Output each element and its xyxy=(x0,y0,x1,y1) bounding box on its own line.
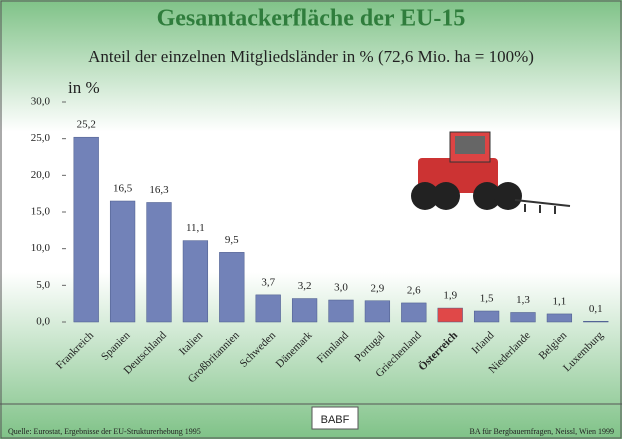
value-label: 16,5 xyxy=(113,183,133,195)
bar xyxy=(329,300,354,322)
value-label: 1,1 xyxy=(553,295,567,307)
bar xyxy=(511,312,536,322)
y-tick-label: 25,0 xyxy=(31,132,51,144)
bar xyxy=(147,202,172,322)
value-label: 3,0 xyxy=(334,282,348,294)
bar xyxy=(110,201,135,322)
y-tick-label: 10,0 xyxy=(31,242,51,254)
bar xyxy=(74,137,99,322)
bar xyxy=(438,308,463,322)
value-label: 2,9 xyxy=(371,282,385,294)
value-label: 16,3 xyxy=(149,184,169,196)
value-label: 9,5 xyxy=(225,234,239,246)
y-tick-label: 5,0 xyxy=(36,279,50,291)
value-label: 11,1 xyxy=(186,222,205,234)
logo: BABF xyxy=(321,414,350,426)
value-label: 3,7 xyxy=(261,276,275,288)
value-label: 2,6 xyxy=(407,284,421,296)
chart-subtitle: Anteil der einzelnen Mitgliedsländer in … xyxy=(88,47,534,66)
chart-title: Gesamtackerfläche der EU-15 xyxy=(157,6,466,32)
bar xyxy=(219,252,244,322)
bar xyxy=(256,295,281,322)
value-label: 0,1 xyxy=(589,303,603,315)
value-label: 1,3 xyxy=(516,294,530,306)
y-tick-label: 30,0 xyxy=(31,96,51,108)
credit: BA für Bergbauernfragen, Neissl, Wien 19… xyxy=(470,427,614,436)
page: {"chart_data": {"type": "bar", "title": … xyxy=(0,0,622,439)
y-tick-label: 20,0 xyxy=(31,169,51,181)
value-label: 1,9 xyxy=(443,290,457,302)
y-axis-label: in % xyxy=(68,78,100,97)
bar xyxy=(474,311,499,322)
source: Quelle: Eurostat, Ergebnisse der EU-Stru… xyxy=(8,427,201,436)
y-tick-label: 15,0 xyxy=(31,206,51,218)
bar xyxy=(583,321,608,322)
bar xyxy=(401,303,426,322)
value-label: 3,2 xyxy=(298,280,312,292)
bar xyxy=(183,241,208,322)
bar xyxy=(547,314,572,322)
chart: Gesamtackerfläche der EU-15 Anteil der e… xyxy=(0,0,622,439)
bar xyxy=(365,301,390,322)
value-label: 25,2 xyxy=(77,119,96,131)
y-tick-label: 0,0 xyxy=(36,316,50,328)
bar xyxy=(292,299,317,322)
value-label: 1,5 xyxy=(480,293,494,305)
